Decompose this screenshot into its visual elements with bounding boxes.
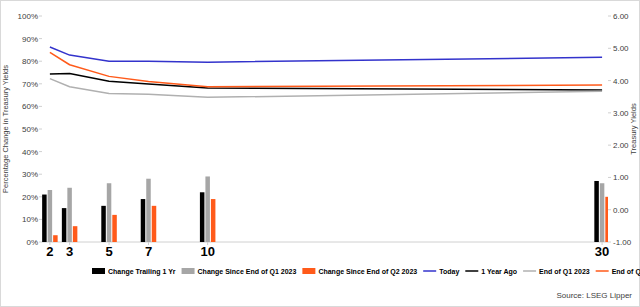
y-tick — [39, 38, 42, 39]
y2-tick-label: 1.00 — [613, 173, 629, 182]
legend-label: Change Since End of Q1 2023 — [198, 268, 297, 276]
x-tick-label: 7 — [145, 244, 152, 259]
y2-tick — [608, 16, 611, 17]
y2-axis-title: Treasury Yields — [629, 103, 638, 155]
legend-swatch — [523, 270, 536, 272]
y2-tick-label: 2.00 — [613, 141, 629, 150]
y-tick — [39, 129, 42, 130]
y-tick-label: 50% — [22, 125, 38, 134]
bar — [53, 235, 58, 242]
y2-tick — [608, 242, 611, 243]
bar — [42, 195, 47, 242]
x-tick-label: 10 — [200, 244, 214, 259]
y-tick-label: 20% — [22, 193, 38, 202]
y-axis-title: Percentage Change in Treasury Yields — [1, 65, 10, 193]
bar — [67, 188, 72, 242]
y-tick — [39, 83, 42, 84]
legend-label: Change Trailing 1 Yr — [108, 268, 176, 276]
y2-tick-label: 5.00 — [613, 44, 629, 53]
y2-tick — [608, 177, 611, 178]
bar — [141, 199, 146, 242]
legend-label: Today — [439, 268, 459, 276]
legend-swatch — [92, 268, 105, 274]
y2-tick — [608, 80, 611, 81]
y-tick — [39, 174, 42, 175]
legend: Change Trailing 1 Yr Change Since End of … — [92, 268, 640, 276]
plot-area — [42, 47, 608, 242]
bar — [594, 181, 599, 242]
legend-swatch — [302, 268, 315, 274]
y-tick — [39, 242, 42, 243]
y-tick-label: 80% — [22, 57, 38, 66]
x-tick-label: 30 — [595, 244, 609, 259]
y-tick — [39, 151, 42, 152]
bar — [101, 206, 106, 242]
bar — [62, 208, 67, 242]
legend-label: End of Q1 2023 — [539, 268, 590, 276]
y-tick-label: 100% — [18, 12, 38, 21]
y-tick — [39, 61, 42, 62]
y-tick — [39, 106, 42, 107]
bar — [107, 183, 112, 242]
y2-tick — [608, 112, 611, 113]
bar — [73, 226, 78, 242]
y-tick-label: 10% — [22, 215, 38, 224]
bar — [205, 176, 210, 242]
line — [50, 79, 602, 98]
legend-swatch — [465, 270, 478, 272]
bar — [152, 206, 157, 242]
bar — [48, 190, 53, 242]
y-tick — [39, 196, 42, 197]
bar — [605, 197, 608, 242]
legend-swatch — [182, 268, 195, 274]
legend-swatch — [596, 270, 609, 272]
y-tick-label: 70% — [22, 80, 38, 89]
bar — [146, 179, 151, 242]
x-axis-line — [42, 242, 608, 243]
bar — [211, 199, 216, 242]
line — [50, 47, 602, 62]
y2-tick-label: 4.00 — [613, 77, 629, 86]
legend-label: 1 Year Ago — [481, 268, 517, 276]
y2-tick-label: 3.00 — [613, 109, 629, 118]
legend-label: End of Q2 2023 — [612, 268, 640, 276]
bar — [200, 192, 205, 242]
y-tick-label: 0% — [26, 238, 38, 247]
y-tick — [39, 16, 42, 17]
y2-tick — [608, 48, 611, 49]
y2-tick-label: 0.00 — [613, 206, 629, 215]
chart-border — [1, 1, 640, 307]
source-note: Source: LSEG Lipper — [556, 291, 632, 300]
line — [50, 73, 602, 89]
y-tick-label: 90% — [22, 35, 38, 44]
y-tick — [39, 219, 42, 220]
y2-tick — [608, 209, 611, 210]
legend-label: Change Since End of Q2 2023 — [318, 268, 417, 276]
y2-tick — [608, 145, 611, 146]
x-tick-label: 3 — [66, 244, 73, 259]
bar — [600, 183, 605, 242]
y2-tick-label: 6.00 — [613, 12, 629, 21]
y-tick-label: 40% — [22, 148, 38, 157]
legend-swatch — [423, 270, 436, 272]
x-tick-label: 2 — [46, 244, 53, 259]
y2-tick-label: -1.00 — [613, 238, 632, 247]
y-tick-label: 60% — [22, 102, 38, 111]
x-tick-label: 5 — [105, 244, 112, 259]
y-tick-label: 30% — [22, 170, 38, 179]
line — [50, 52, 602, 86]
bar — [112, 215, 117, 242]
